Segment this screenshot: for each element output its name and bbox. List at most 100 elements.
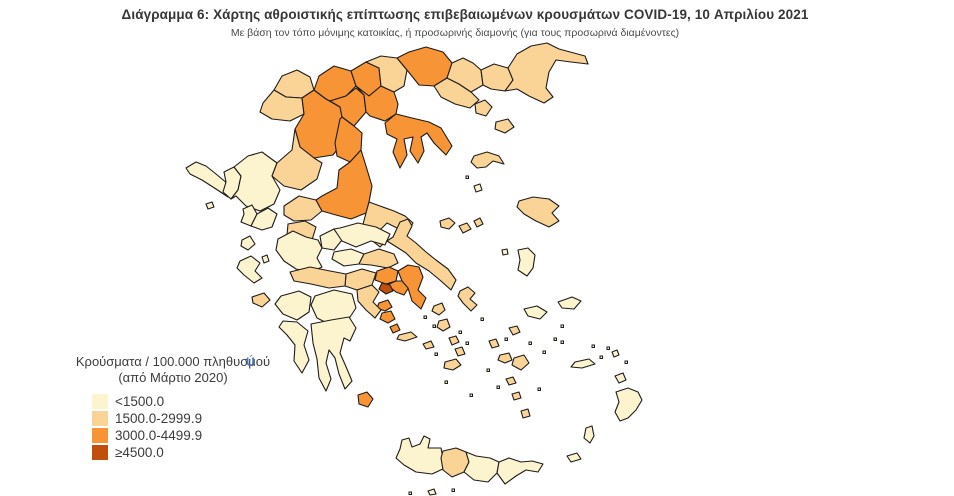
legend-label: 1500.0-2999.9: [115, 411, 203, 427]
map-region-evrytania: [319, 228, 343, 251]
islet: [553, 337, 557, 341]
map-region-evros: [504, 42, 589, 104]
map-region-limnos: [470, 151, 505, 169]
map-region-folegandros: [511, 391, 522, 401]
map-region-zakynthos: [251, 292, 271, 308]
islet: [486, 368, 490, 372]
map-region-lasithi: [496, 457, 544, 485]
islet: [560, 324, 564, 328]
islet: [444, 380, 448, 384]
map-region-chios: [517, 247, 536, 277]
map-region-fthiotida: [333, 222, 391, 248]
map-legend: Κρούσματα / 100.000 πληθυσμού (από Μάρτι…: [28, 354, 318, 461]
map-region-kasos: [566, 452, 582, 463]
map-region-larissa: [315, 149, 373, 220]
legend-item: <1500.0: [92, 393, 318, 410]
islet: [591, 344, 595, 348]
map-region-hydra: [396, 331, 418, 342]
map-region-santorini: [520, 408, 531, 419]
map-region-lakonia: [310, 316, 357, 392]
islet: [496, 385, 500, 389]
map-region-psara: [501, 248, 509, 256]
map-region-irakleio: [463, 451, 500, 483]
legend-label: <1500.0: [115, 394, 165, 410]
islet: [480, 317, 484, 321]
map-region-ikaria: [557, 296, 582, 310]
legend-swatch-3: [92, 445, 108, 461]
legend-title-line2: (από Μάρτιο 2020): [118, 369, 228, 385]
legend-item: 1500.0-2999.9: [92, 410, 318, 427]
legend-swatch-1: [92, 411, 108, 427]
map-region-argolida: [356, 284, 382, 319]
legend-swatch-0: [92, 394, 108, 410]
map-region-piraeus: [378, 282, 394, 295]
map-region-alonnisos: [473, 217, 484, 228]
islet: [458, 330, 462, 334]
islet: [560, 340, 564, 344]
map-region-skiathos: [439, 217, 456, 230]
legend-item: 3000.0-4499.9: [92, 427, 318, 444]
map-region-attica-east: [397, 264, 427, 310]
chart-title: Διάγραμμα 6: Χάρτης αθροιστικής επίπτωση…: [121, 7, 809, 22]
map-region-naxos: [511, 354, 530, 371]
map-region-sifnos: [454, 346, 466, 357]
map-region-spetses: [422, 340, 435, 350]
map-region-kefalonia: [236, 255, 263, 284]
islet: [408, 491, 412, 495]
map-region-voiotia: [358, 248, 399, 269]
legend-title-line1: Κρούσματα / 100.000 πληθυσμού: [75, 354, 271, 369]
map-region-aegina: [379, 310, 396, 324]
islet: [434, 352, 438, 356]
map-region-skopelos: [458, 222, 472, 234]
islet: [432, 324, 436, 328]
map-region-paros: [497, 352, 513, 364]
legend-label: ≥4500.0: [115, 445, 164, 461]
map-region-grevena: [271, 128, 323, 191]
legend-title: Κρούσματα / 100.000 πληθυσμού (από Μάρτι…: [28, 354, 318, 385]
map-region-leros: [611, 349, 620, 358]
islet: [465, 341, 469, 345]
islet: [606, 346, 610, 350]
islet: [537, 387, 541, 391]
map-region-gavdos: [427, 488, 437, 496]
islet: [465, 175, 469, 179]
map-region-kea: [431, 302, 446, 316]
islet: [599, 355, 603, 359]
map-region-evia: [386, 218, 457, 291]
map-region-samothraki: [494, 118, 515, 134]
map-region-rodos: [614, 387, 643, 422]
islet: [451, 488, 455, 492]
legend-swatch-2: [92, 428, 108, 444]
map-region-mykonos: [508, 325, 521, 336]
map-region-karpathos: [583, 425, 595, 444]
map-region-arta: [250, 207, 278, 231]
map-region-paxoi: [205, 201, 215, 210]
map-region-serres: [365, 55, 408, 93]
map-region-thasos: [474, 99, 493, 117]
map-region-lefkada: [240, 235, 256, 251]
map-region-chania: [395, 435, 446, 475]
islet: [469, 393, 473, 397]
map-region-achaia: [289, 266, 347, 289]
map-region-messinia: [278, 320, 310, 374]
stray-map-label: Ú: [246, 355, 255, 369]
map-region-ithaki: [261, 254, 270, 264]
map-region-kos: [570, 358, 596, 369]
islet: [542, 350, 546, 354]
map-region-chalkidiki: [384, 113, 453, 169]
legend-item: ≥4500.0: [92, 444, 318, 461]
map-region-agios-efstratios: [473, 183, 483, 193]
map-region-tinos: [523, 305, 548, 320]
map-region-syros: [488, 338, 500, 349]
map-region-ioannina: [230, 151, 281, 212]
chart-subtitle: Με βάση τον τόπο μόνιμης κατοικίας, ή πρ…: [230, 27, 680, 39]
map-region-lesvos: [516, 196, 560, 228]
map-region-trikala: [283, 195, 323, 222]
map-region-kythnos: [436, 318, 451, 332]
map-region-kythira: [357, 391, 374, 408]
map-region-serifos: [448, 335, 460, 346]
legend-items: <1500.0 1500.0-2999.9 3000.0-4499.9 ≥4500.0: [92, 393, 318, 461]
map-region-symi: [614, 372, 627, 384]
